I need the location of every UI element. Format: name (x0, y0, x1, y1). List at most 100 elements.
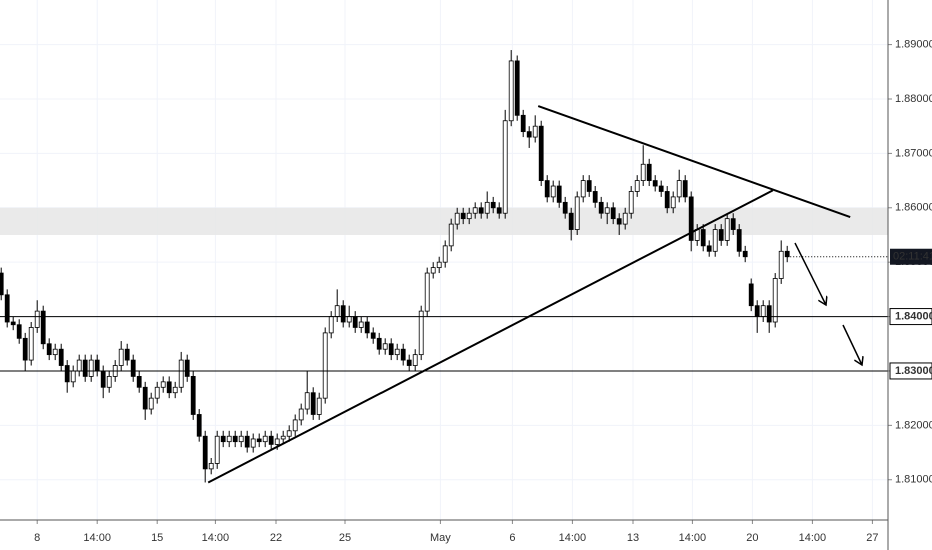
candle-body (142, 386, 148, 410)
candle-body (382, 343, 388, 350)
candle-body (718, 229, 724, 241)
candle-body (130, 359, 136, 377)
candle-body (490, 201, 496, 209)
candle-body (238, 435, 244, 443)
candle-body (232, 435, 238, 443)
candle-body (646, 163, 652, 181)
candle-body (268, 435, 274, 445)
candle-body (148, 397, 154, 410)
candle-body (304, 392, 310, 410)
candle-body (670, 196, 676, 209)
candle-body (178, 359, 184, 388)
candle-body (418, 310, 424, 356)
candle-body (340, 305, 346, 323)
candle-body (586, 180, 592, 192)
candle-body (400, 348, 406, 361)
x-tick-label: 20 (746, 532, 758, 544)
candle-body (610, 207, 616, 220)
candle-body (214, 435, 220, 464)
candle-body (742, 250, 748, 258)
candle-body (376, 337, 382, 350)
candle-body (34, 310, 40, 328)
x-tick-label: 22 (270, 532, 282, 544)
candle-body (154, 386, 160, 399)
candle-body (484, 201, 490, 214)
candles (0, 50, 790, 483)
candle-body (202, 435, 208, 470)
candle-body (172, 386, 178, 394)
x-tick-label: 13 (627, 532, 639, 544)
x-tick-label: 25 (339, 532, 351, 544)
candle-body (514, 60, 520, 116)
candle-body (436, 261, 442, 269)
candle-body (70, 370, 76, 383)
candle-body (100, 370, 106, 388)
candle-body (664, 191, 670, 209)
candle-body (766, 305, 772, 323)
candle-body (292, 419, 298, 432)
candle-body (184, 359, 190, 377)
candle-body (550, 185, 556, 198)
zone (0, 207, 888, 235)
candle-body (580, 180, 586, 198)
candle-body (730, 218, 736, 230)
candle-body (256, 438, 262, 443)
candle-body (658, 185, 664, 192)
candle-body (778, 250, 784, 279)
candle-body (52, 348, 58, 356)
candle-body (538, 125, 544, 181)
candle-body (772, 278, 778, 323)
candle-body (544, 180, 550, 198)
candle-body (526, 131, 532, 138)
candle-body (676, 180, 682, 198)
candle-body (700, 229, 706, 247)
candle-body (682, 180, 688, 198)
candle-body (328, 316, 334, 334)
candle-body (364, 321, 370, 334)
candle-body (622, 212, 628, 225)
y-tick-label: 1.84000 (895, 310, 932, 322)
y-tick-label: 1.86000 (895, 202, 932, 214)
candle-body (28, 327, 34, 361)
candle-body (118, 348, 124, 366)
candle-body (16, 324, 22, 339)
candle-body (688, 196, 694, 241)
candle-body (196, 414, 202, 437)
candle-body (106, 376, 112, 388)
x-tick-label: 14:00 (799, 532, 827, 544)
candle-body (208, 463, 214, 470)
price-highlight (889, 308, 932, 326)
candle-body (454, 212, 460, 225)
arrow (842, 324, 862, 365)
candle-body (562, 201, 568, 214)
candle-body (496, 207, 502, 214)
candle-body (76, 359, 82, 372)
x-tick-label: May (430, 532, 451, 544)
x-tick-label: 14:00 (202, 532, 230, 544)
y-tick-label: 1.88000 (895, 93, 932, 105)
x-tick-label: 14:00 (679, 532, 707, 544)
candle-body (394, 348, 400, 356)
candle-body (298, 408, 304, 421)
x-tick-label: 15 (151, 532, 163, 544)
candle-body (712, 229, 718, 252)
candle-body (124, 348, 130, 361)
candle-body (706, 245, 712, 252)
candle-body (442, 245, 448, 263)
candle-body (736, 229, 742, 252)
candle-body (262, 435, 268, 443)
candle-body (250, 438, 256, 448)
arrow (794, 242, 826, 305)
candle-body (94, 359, 100, 372)
candle-body (0, 272, 4, 296)
candle-body (346, 316, 352, 323)
price-highlight (889, 362, 932, 380)
candle-body (760, 305, 766, 317)
x-tick-label: 14:00 (83, 532, 111, 544)
trendline (207, 189, 774, 484)
candle-body (532, 125, 538, 138)
candle-body (754, 305, 760, 317)
candle-body (478, 207, 484, 214)
